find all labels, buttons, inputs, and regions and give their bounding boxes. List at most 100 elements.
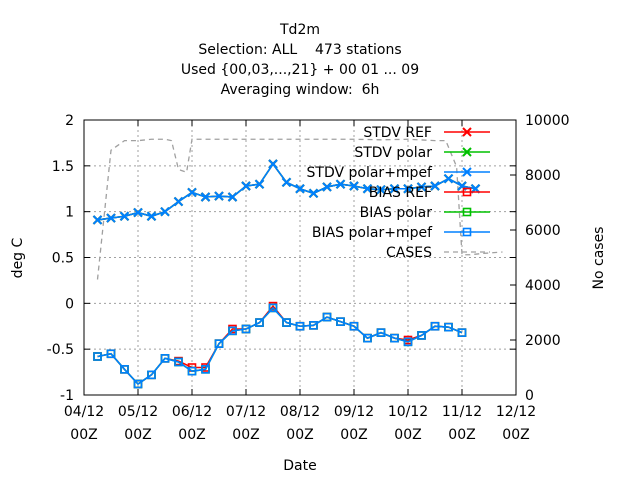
series-bias-polar-mpef-point [363, 333, 372, 343]
series-bias-polar-mpef-point [349, 321, 359, 331]
title-line-1: Td2m [279, 22, 320, 38]
marker-stroke [376, 184, 386, 195]
y2-tick-label: 10000 [525, 113, 570, 129]
marker-stroke [254, 179, 265, 189]
legend: STDV REF STDV polar STDV polar+mpef BIAS RE… [307, 125, 490, 261]
series-bias-polar-mpef-point [295, 321, 305, 331]
marker-stroke [335, 179, 346, 189]
series-bias-polar-mpef-line [97, 306, 463, 386]
series-stdv-polar-mpef-point [349, 181, 359, 191]
series-bias-polar-mpef [93, 303, 467, 389]
y-tick-label: 0.5 [52, 251, 74, 267]
series-bias-polar-mpef-point [228, 326, 237, 336]
series-stdv-polar-mpef-point [295, 184, 305, 194]
legend-marker [462, 187, 472, 197]
series-stdv-polar-mpef [92, 159, 481, 225]
series-bias-polar-mpef-point [457, 328, 467, 337]
y2-tick-label: 8000 [525, 168, 561, 184]
marker-stroke [268, 159, 278, 169]
x-tick-label-time: 00Z [340, 427, 367, 443]
legend-marker [462, 227, 472, 237]
marker-stroke [200, 192, 211, 202]
y-tick-label: -1 [60, 388, 74, 404]
marker-stroke [227, 192, 238, 202]
marker-stroke [403, 184, 413, 194]
marker-stroke [187, 187, 197, 198]
series-bias-polar-mpef-point [120, 365, 129, 374]
marker-stroke [322, 182, 332, 192]
x-tick-label-time: 00Z [70, 427, 97, 443]
legend-item: BIAS REF [369, 185, 490, 201]
series-stdv-polar-mpef-point [173, 196, 184, 207]
legend-item: BIAS polar+mpef [312, 225, 490, 241]
series-bias-polar-mpef-point [322, 312, 332, 322]
series-bias-polar-mpef-point [390, 333, 399, 343]
x-tick-label-time: 00Z [394, 427, 421, 443]
series-bias-polar-mpef-point [214, 339, 224, 348]
y-tick-label: 1 [65, 205, 74, 221]
marker-stroke [430, 181, 440, 191]
series-stdv-polar-mpef-point [268, 159, 278, 169]
series-stdv-polar-mpef-point [308, 188, 319, 199]
y2-tick-label: 2000 [525, 333, 561, 349]
series-cases [96, 138, 503, 280]
legend-label: BIAS REF [369, 185, 432, 201]
series-stdv-polar-mpef-point [227, 192, 238, 202]
series-stdv-polar-mpef-point [322, 182, 332, 192]
series-bias-polar-mpef-point [93, 352, 102, 361]
series-stdv-polar-mpef-point [443, 173, 454, 184]
series-group [92, 138, 503, 389]
y2-axis-label: No cases [591, 227, 607, 290]
y-tick-label: 0 [65, 296, 74, 312]
legend-label: CASES [386, 245, 432, 261]
y-axis-label: deg C [10, 237, 26, 278]
series-stdv-polar-mpef-point [430, 181, 440, 191]
series-stdv-polar-mpef-point [119, 211, 130, 221]
series-stdv-polar-mpef-point [241, 181, 251, 191]
series-bias-polar-mpef-point [403, 337, 413, 347]
chart-title: Td2m Selection: ALL 473 stations Used {0… [181, 22, 419, 98]
marker-stroke [416, 182, 427, 192]
series-bias-polar-mpef-point [417, 331, 426, 340]
marker-stroke [462, 127, 472, 137]
x-tick-label-date: 05/12 [118, 404, 158, 420]
series-bias-polar-mpef-point [309, 321, 318, 330]
x-tick-label-time: 00Z [502, 427, 529, 443]
y-tick-label: 1.5 [52, 159, 74, 175]
marker-stroke [462, 147, 472, 157]
series-bias-polar-mpef-point [336, 317, 345, 326]
legend-item: BIAS polar [360, 205, 490, 221]
legend-label: STDV polar+mpef [307, 165, 434, 181]
marker-stroke [173, 196, 184, 207]
legend-label: BIAS polar [360, 205, 433, 221]
x-tick-label-time: 00Z [448, 427, 475, 443]
x-tick-label-date: 06/12 [172, 404, 212, 420]
marker-stroke [281, 177, 292, 188]
series-stdv-polar-mpef-point [389, 184, 400, 194]
series-stdv-polar-mpef-point [362, 184, 373, 194]
y2-tick-label: 4000 [525, 278, 561, 294]
legend-item: STDV polar [354, 145, 490, 161]
x-axis-label: Date [283, 458, 316, 474]
series-stdv-polar-mpef-point [187, 187, 197, 198]
series-stdv-polar-mpef-point [214, 191, 224, 201]
series-bias-polar-mpef-point [444, 322, 453, 332]
series-stdv-polar-mpef-point [92, 215, 103, 225]
marker-stroke [214, 191, 224, 201]
series-stdv-polar-mpef-point [416, 182, 427, 192]
x-tick-label-time: 00Z [124, 427, 151, 443]
legend-marker [462, 127, 472, 137]
marker-stroke [462, 167, 472, 177]
series-bias-polar-mpef-point [282, 318, 291, 327]
series-cases-line [96, 138, 503, 280]
title-line-3: Used {00,03,...,21} + 00 01 ... 09 [181, 62, 419, 78]
series-bias-polar-mpef-point [187, 366, 197, 376]
marker-stroke [443, 173, 454, 184]
x-tick-label-date: 12/12 [496, 404, 536, 420]
series-bias-polar-mpef-point [133, 379, 143, 389]
series-stdv-polar-mpef-point [160, 206, 170, 217]
series-stdv-polar-mpef-point [376, 184, 386, 195]
axes: -1 -0.5 0 0.5 1 1.5 2 0 2000 4000 6000 8000 10000 04/… [47, 113, 570, 443]
marker-stroke [119, 211, 130, 221]
legend-label: BIAS polar+mpef [312, 225, 433, 241]
